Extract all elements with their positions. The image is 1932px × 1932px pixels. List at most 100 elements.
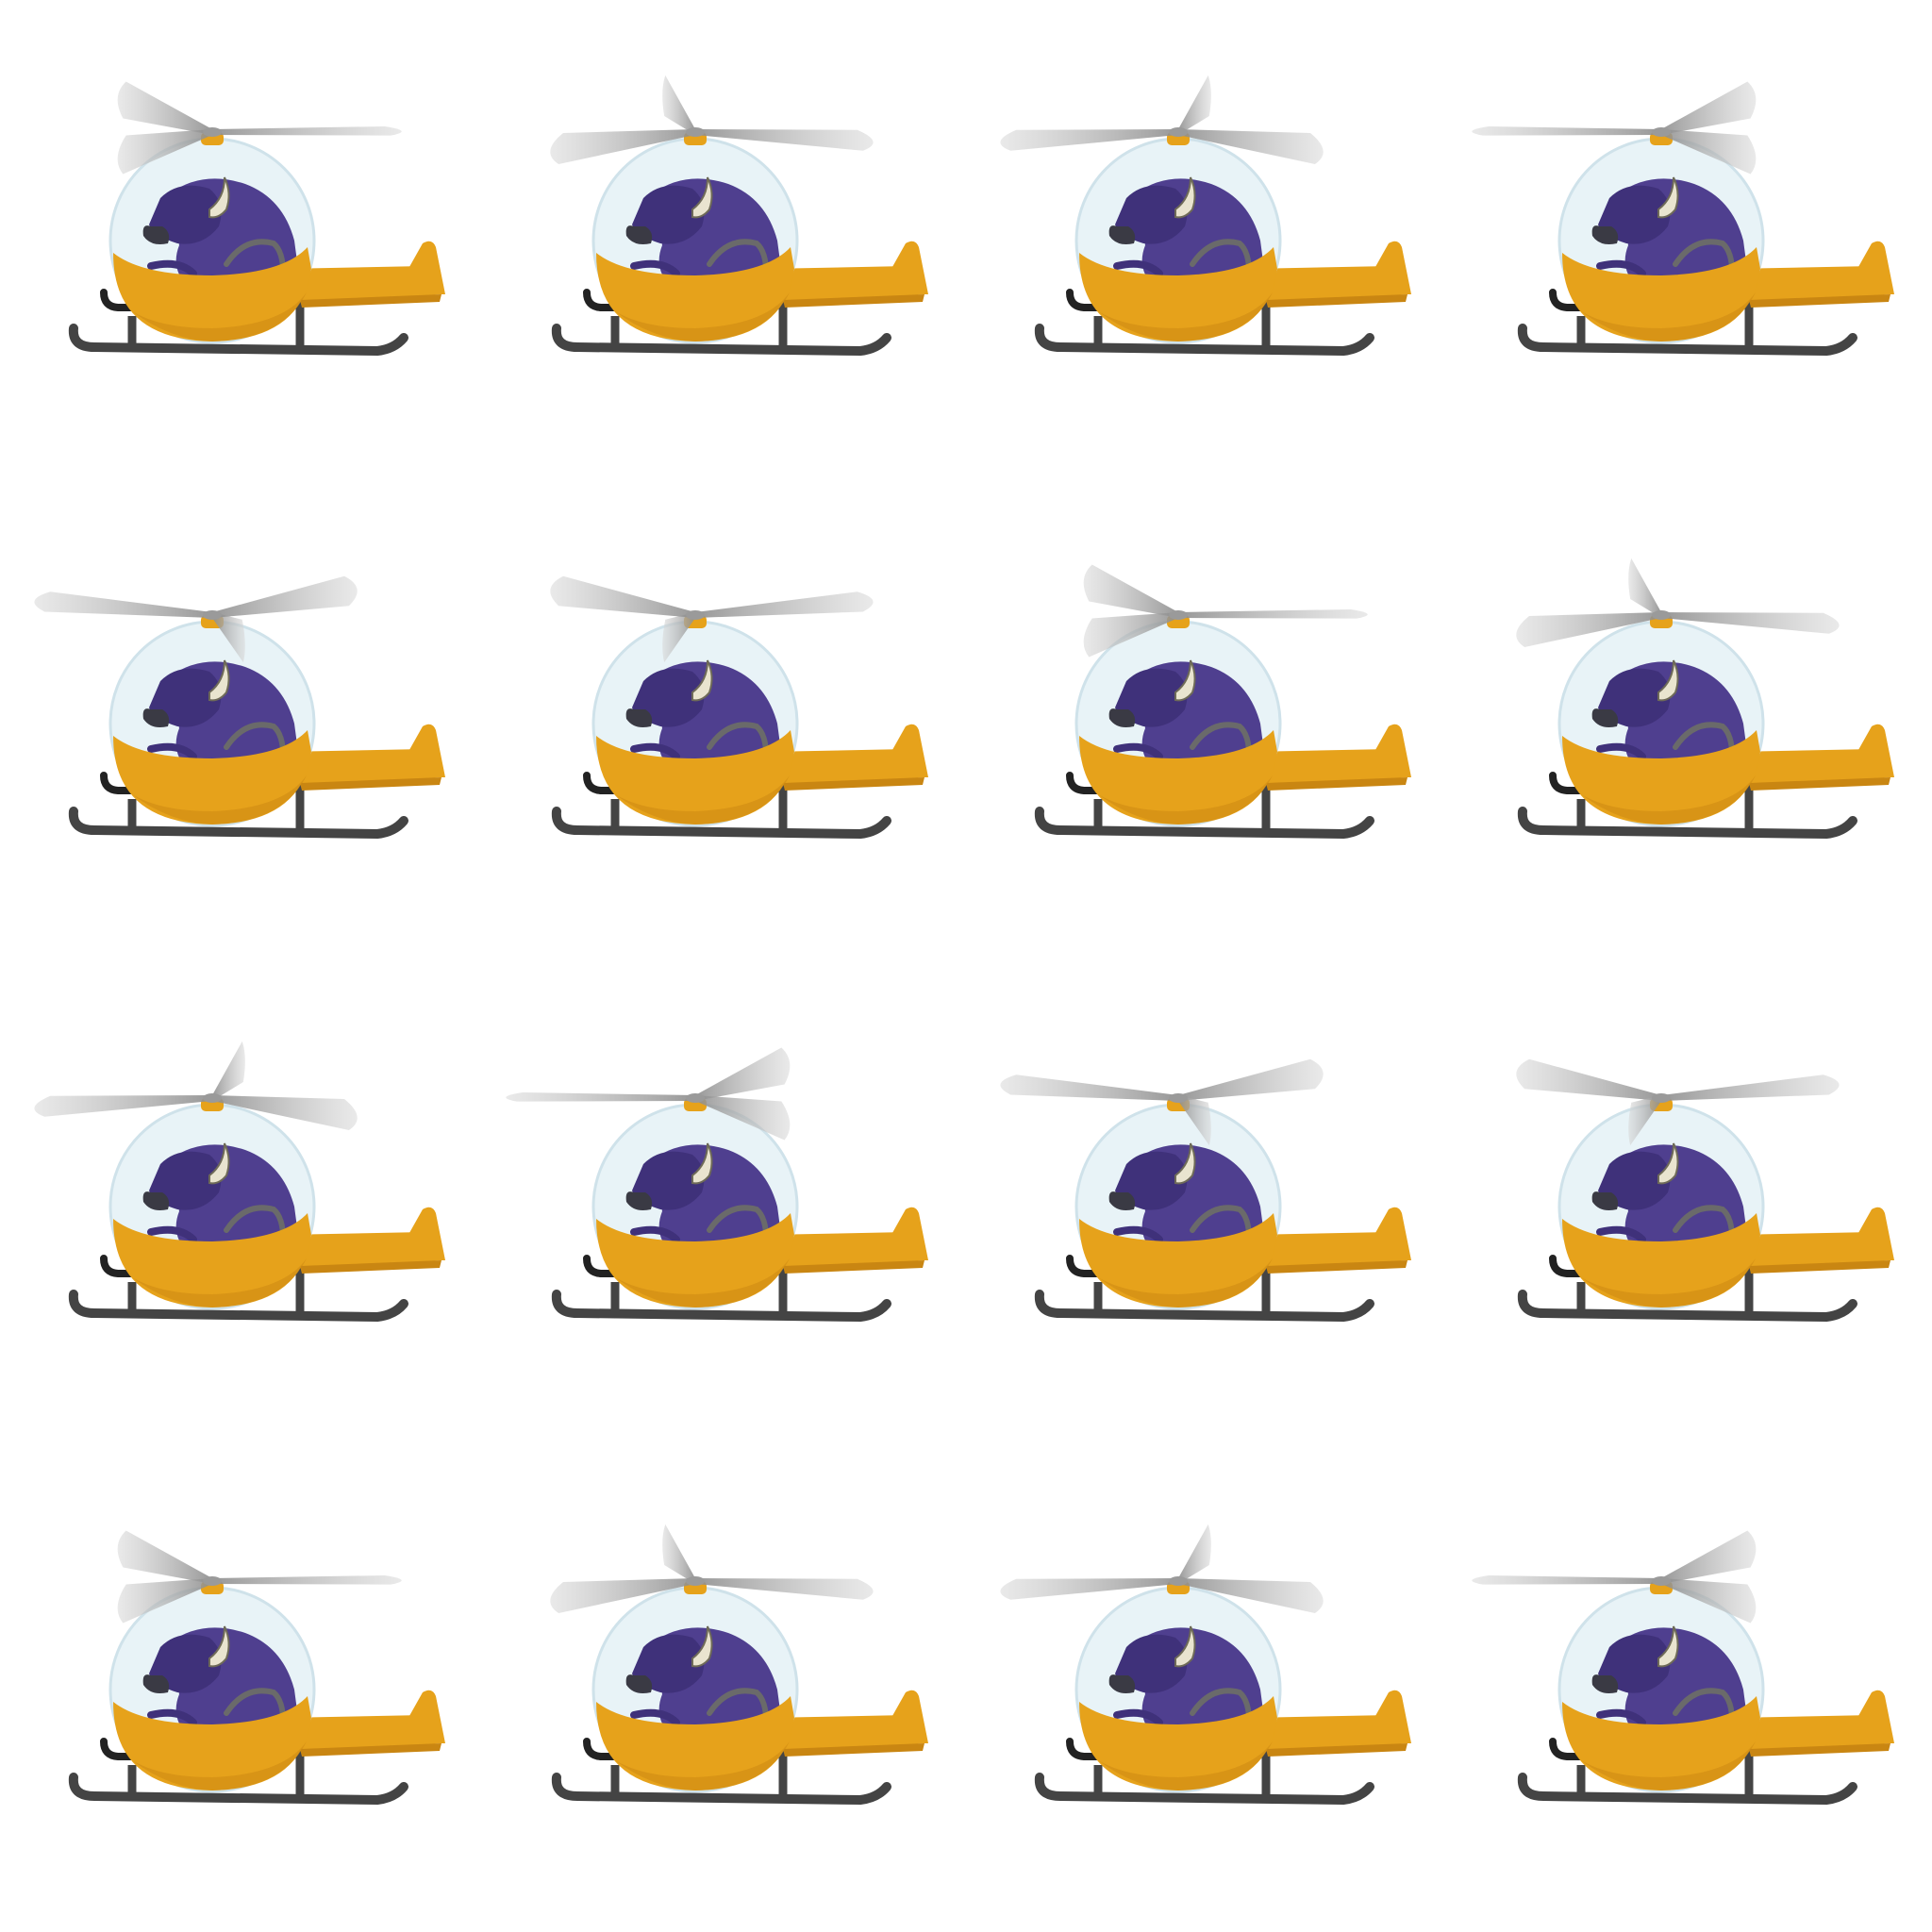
rotor-blade-shape xyxy=(1178,1058,1324,1101)
rotor-blade-shape xyxy=(550,129,695,164)
landing-skids xyxy=(1034,772,1374,840)
rotor-blade-shape xyxy=(1661,1578,1757,1624)
bull-muzzle xyxy=(625,1674,653,1693)
bull-horn xyxy=(208,1625,230,1668)
tail-fin xyxy=(406,241,445,294)
main-rotor xyxy=(550,75,874,164)
rotor-hub xyxy=(1169,1576,1188,1586)
rotor-blade-shape xyxy=(1000,1074,1178,1101)
helicopter-frame-9 xyxy=(0,966,483,1449)
bull-hand xyxy=(147,1225,197,1243)
fuselage-shade xyxy=(1581,1741,1756,1790)
helicopter-sprite xyxy=(1000,75,1411,357)
helicopter-sprite xyxy=(68,81,445,357)
fuselage-shade xyxy=(615,292,790,341)
rotor-blade xyxy=(550,129,695,164)
bull-head xyxy=(149,185,222,244)
rotor-blade xyxy=(550,575,695,618)
bull-hand xyxy=(1113,259,1163,277)
helicopter-sprite xyxy=(34,1041,445,1323)
rotor-blade xyxy=(212,575,358,618)
helicopter-frame-13 xyxy=(0,1449,483,1932)
helicopter-frame-3 xyxy=(966,0,1449,483)
tail-fin xyxy=(889,1207,928,1260)
rotor-blade-shape xyxy=(695,591,874,618)
landing-skids xyxy=(1034,1255,1374,1323)
rear-skid xyxy=(1066,1738,1135,1760)
bull-muzzle xyxy=(1591,225,1619,244)
rotor-blade-shape xyxy=(1661,612,1840,634)
bull-horn xyxy=(1174,1142,1196,1185)
rotor-blade-shape xyxy=(695,1578,874,1600)
tail xyxy=(1732,1207,1894,1274)
bull-horn xyxy=(1174,1625,1196,1668)
bull-pilot xyxy=(142,659,300,771)
bull-muzzle xyxy=(142,708,170,727)
helicopter-frame-8 xyxy=(1449,483,1932,966)
tail-boom xyxy=(1249,266,1407,304)
main-skid xyxy=(551,324,891,357)
bull-hand xyxy=(147,1708,197,1726)
fuselage xyxy=(596,1213,794,1307)
rotor-blade-shape xyxy=(1178,609,1368,619)
tail-boom-shade xyxy=(1266,294,1407,308)
bull-horn xyxy=(691,659,713,702)
rotor-blade-shape xyxy=(1178,1524,1211,1584)
tail-boom-shade xyxy=(1266,1743,1407,1757)
bull-head xyxy=(1598,185,1671,244)
fuselage xyxy=(1079,1696,1277,1790)
rotor-blade xyxy=(1000,1074,1178,1101)
bull-pilot xyxy=(1591,1142,1749,1254)
tail-boom-shade xyxy=(1266,1260,1407,1274)
main-skid xyxy=(551,1773,891,1806)
rotor-blade xyxy=(662,1524,695,1584)
rotor-blade-shape xyxy=(212,1575,402,1585)
rotor-blade xyxy=(1178,75,1211,135)
rotor-blade xyxy=(1472,126,1661,136)
tail-boom-shade xyxy=(1266,777,1407,791)
tail-fin xyxy=(1855,1690,1894,1743)
helicopter-sprite xyxy=(68,1530,445,1806)
rotor-blade xyxy=(550,1578,695,1613)
helicopter-frame-5 xyxy=(0,483,483,966)
main-skid xyxy=(1517,1290,1857,1323)
bull-horn xyxy=(1174,659,1196,702)
rotor-hub xyxy=(686,1093,705,1103)
landing-skids xyxy=(1517,772,1857,840)
helicopter-sprite xyxy=(1000,1058,1411,1323)
rotor-blade xyxy=(212,1041,245,1101)
tail-fin xyxy=(1855,1207,1894,1260)
bull-pilot xyxy=(625,1142,783,1254)
main-rotor xyxy=(550,575,874,663)
rotor-blade-shape xyxy=(1661,1074,1840,1101)
bull-hand xyxy=(147,742,197,760)
helicopter-sprite xyxy=(550,75,928,357)
tail-boom-shade xyxy=(1749,1743,1890,1757)
bull-hand xyxy=(1113,1225,1163,1243)
tail-fin xyxy=(1372,1207,1411,1260)
rotor-blade xyxy=(1178,609,1368,619)
tail-fin xyxy=(1372,1690,1411,1743)
bull-pilot xyxy=(1108,1625,1266,1737)
landing-skids xyxy=(68,1738,408,1806)
fuselage xyxy=(1562,1696,1760,1790)
tail xyxy=(1732,241,1894,308)
tail-fin xyxy=(406,724,445,777)
fuselage xyxy=(1079,730,1277,824)
fuselage-shade xyxy=(132,292,307,341)
bull-horn xyxy=(1657,1142,1679,1185)
main-rotor xyxy=(34,575,358,663)
rotor-blade-shape xyxy=(117,129,212,175)
bull-head xyxy=(1598,1151,1671,1210)
bull-horn xyxy=(691,1142,713,1185)
fuselage xyxy=(1562,1213,1760,1307)
rotor-blade xyxy=(1516,612,1661,647)
rotor-blade xyxy=(1661,612,1840,634)
main-rotor xyxy=(506,1047,791,1141)
bull-head xyxy=(1598,668,1671,727)
bull-horn xyxy=(691,176,713,219)
tail xyxy=(1249,724,1411,791)
rotor-blade xyxy=(1178,1578,1324,1613)
rotor-blade xyxy=(117,129,212,175)
tail-boom-shade xyxy=(1749,294,1890,308)
